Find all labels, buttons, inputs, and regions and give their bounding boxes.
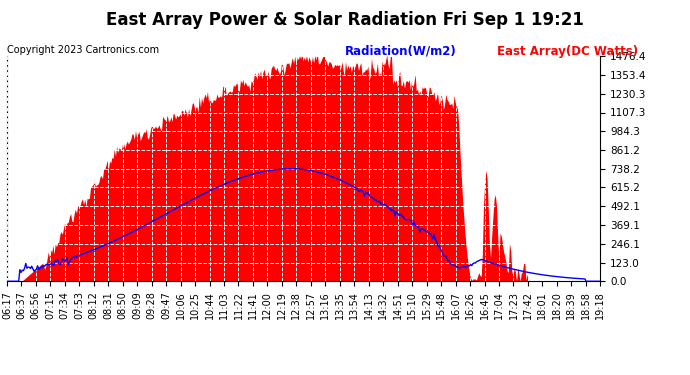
Text: East Array(DC Watts): East Array(DC Watts): [497, 45, 638, 58]
Text: Radiation(W/m2): Radiation(W/m2): [345, 45, 457, 58]
Text: Copyright 2023 Cartronics.com: Copyright 2023 Cartronics.com: [7, 45, 159, 55]
Text: East Array Power & Solar Radiation Fri Sep 1 19:21: East Array Power & Solar Radiation Fri S…: [106, 11, 584, 29]
